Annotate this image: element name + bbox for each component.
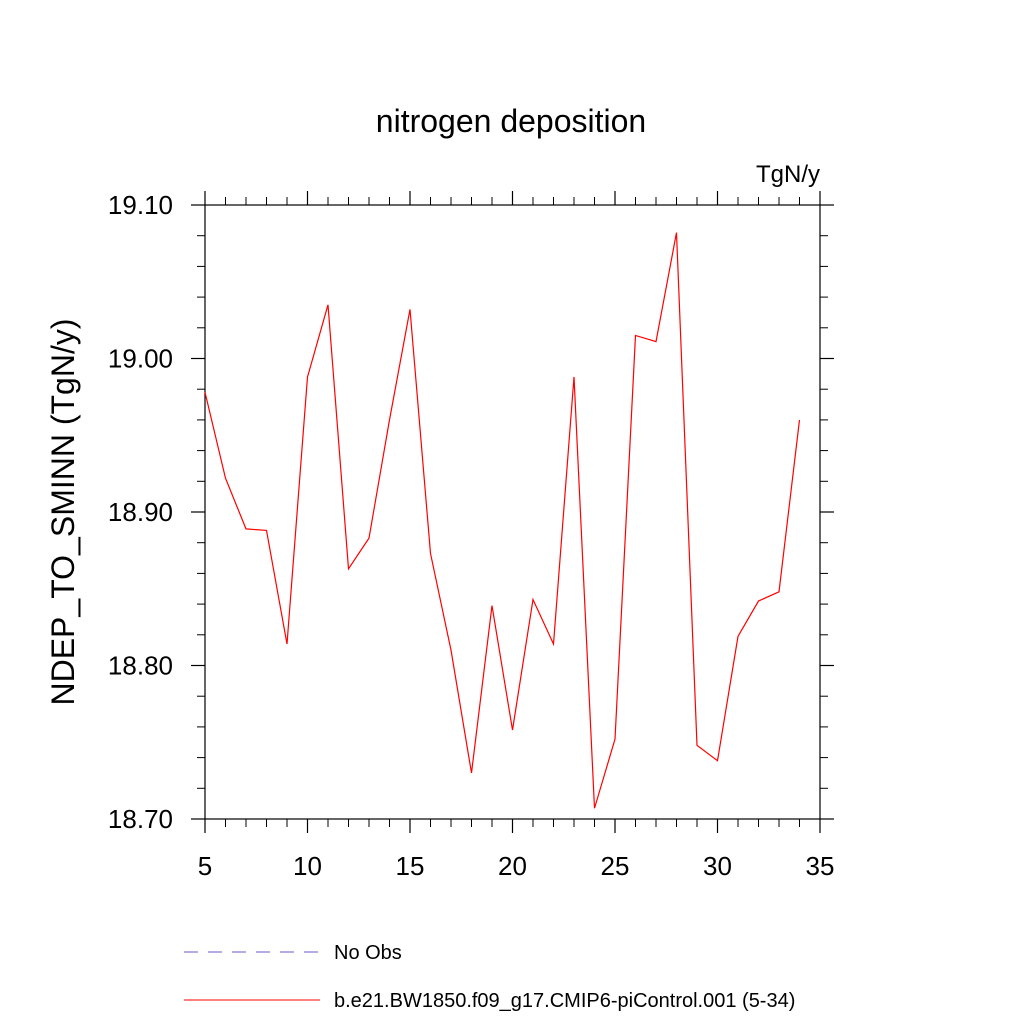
y-tick-label: 18.90	[108, 497, 173, 527]
y-axis-label: NDEP_TO_SMINN (TgN/y)	[45, 318, 81, 705]
units-label: TgN/y	[756, 161, 820, 188]
x-tick-label: 15	[396, 851, 425, 881]
y-tick-label: 18.70	[108, 804, 173, 834]
x-tick-label: 30	[703, 851, 732, 881]
legend-label: No Obs	[334, 942, 402, 964]
x-tick-label: 20	[498, 851, 527, 881]
y-tick-label: 18.80	[108, 651, 173, 681]
legend: No Obs b.e21.BW1850.f09_g17.CMIP6-piContr…	[184, 942, 795, 1012]
y-tick-label: 19.00	[108, 344, 173, 374]
chart-title: nitrogen deposition	[376, 103, 646, 139]
legend-label: b.e21.BW1850.f09_g17.CMIP6-piControl.001…	[334, 990, 795, 1012]
x-tick-label: 10	[293, 851, 322, 881]
x-tick-label: 25	[601, 851, 630, 881]
x-tick-label: 35	[806, 851, 835, 881]
series-line	[204, 232, 801, 809]
axis-ticks	[191, 191, 834, 833]
x-tick-label: 5	[198, 851, 212, 881]
axis-tick-labels: 5 10 15 20 25 30 35 18.70 18.80 18.90 19.00 19.10	[108, 190, 835, 881]
y-tick-label: 19.10	[108, 190, 173, 220]
series-group	[204, 232, 801, 809]
